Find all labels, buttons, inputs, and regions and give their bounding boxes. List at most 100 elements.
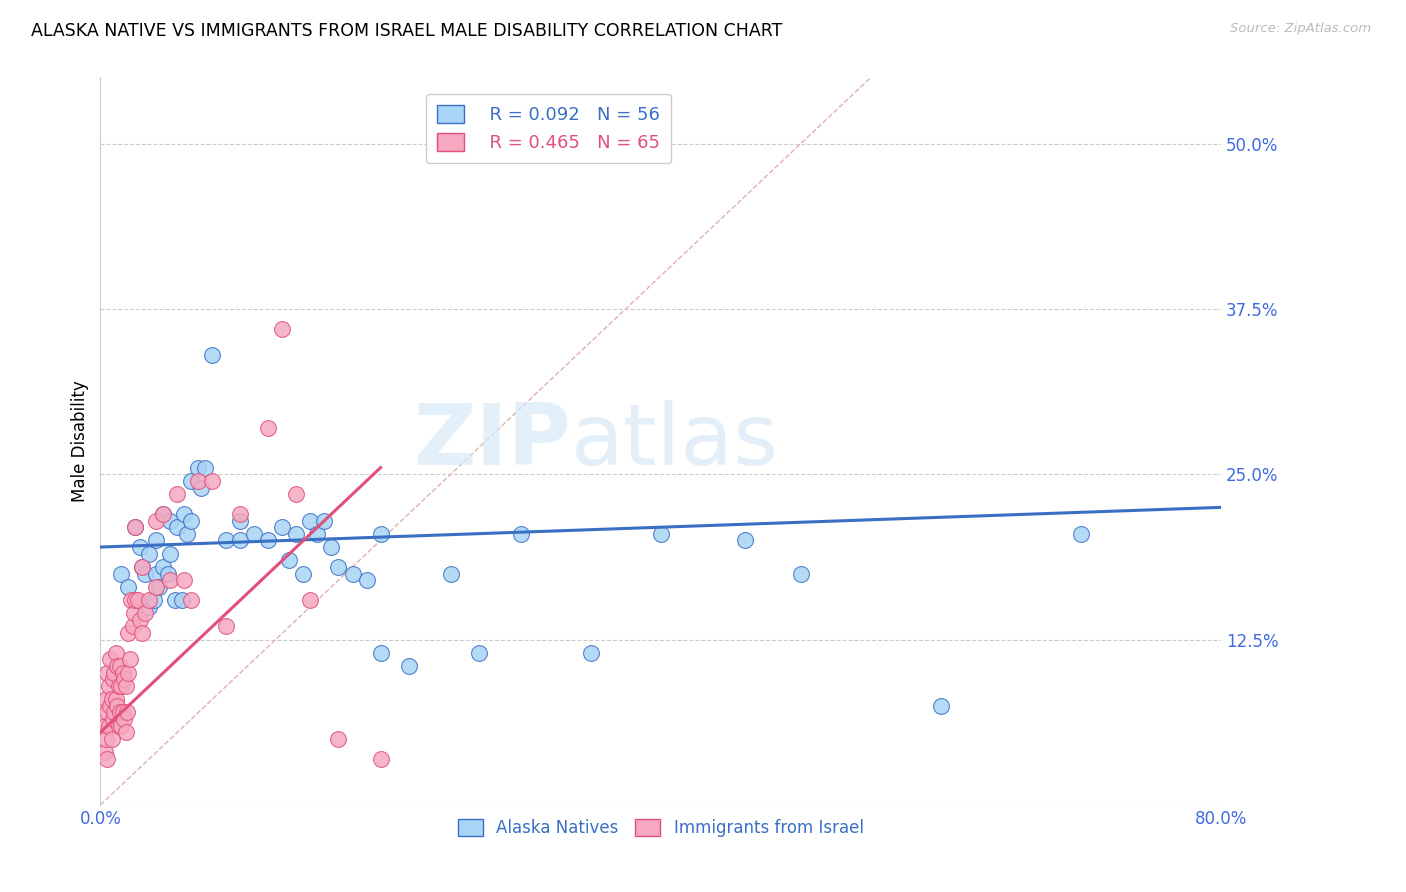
Point bbox=[173, 507, 195, 521]
Point bbox=[101, 712, 124, 726]
Point bbox=[114, 679, 136, 693]
Point bbox=[98, 698, 121, 713]
Point bbox=[579, 646, 602, 660]
Point bbox=[650, 526, 672, 541]
Point bbox=[117, 626, 139, 640]
Point bbox=[170, 593, 193, 607]
Point bbox=[271, 322, 294, 336]
Point bbox=[314, 514, 336, 528]
Point bbox=[257, 421, 280, 435]
Point bbox=[124, 593, 146, 607]
Point bbox=[100, 731, 122, 746]
Point bbox=[734, 533, 756, 548]
Point bbox=[243, 526, 266, 541]
Point bbox=[370, 646, 392, 660]
Point bbox=[128, 540, 150, 554]
Point bbox=[194, 460, 217, 475]
Point bbox=[398, 659, 420, 673]
Point bbox=[138, 599, 160, 614]
Text: Source: ZipAtlas.com: Source: ZipAtlas.com bbox=[1230, 22, 1371, 36]
Point bbox=[173, 573, 195, 587]
Point bbox=[1070, 526, 1092, 541]
Y-axis label: Male Disability: Male Disability bbox=[72, 380, 89, 502]
Point bbox=[257, 533, 280, 548]
Point bbox=[94, 692, 117, 706]
Point bbox=[103, 665, 125, 680]
Point bbox=[117, 665, 139, 680]
Point bbox=[156, 566, 179, 581]
Point bbox=[321, 540, 343, 554]
Point bbox=[356, 573, 378, 587]
Point bbox=[370, 752, 392, 766]
Point bbox=[131, 560, 153, 574]
Point bbox=[278, 553, 301, 567]
Point bbox=[299, 514, 322, 528]
Point bbox=[93, 745, 115, 759]
Point bbox=[121, 619, 143, 633]
Point bbox=[152, 560, 174, 574]
Point bbox=[271, 520, 294, 534]
Point bbox=[201, 348, 224, 362]
Point bbox=[176, 526, 198, 541]
Point bbox=[96, 706, 118, 720]
Point bbox=[215, 533, 238, 548]
Point bbox=[187, 474, 209, 488]
Point bbox=[138, 547, 160, 561]
Point bbox=[159, 514, 181, 528]
Point bbox=[111, 665, 134, 680]
Point bbox=[134, 606, 156, 620]
Point bbox=[138, 593, 160, 607]
Point bbox=[131, 560, 153, 574]
Point bbox=[159, 547, 181, 561]
Point bbox=[103, 706, 125, 720]
Point bbox=[145, 533, 167, 548]
Point bbox=[285, 526, 308, 541]
Point bbox=[292, 566, 315, 581]
Point bbox=[115, 706, 138, 720]
Text: atlas: atlas bbox=[571, 400, 779, 483]
Point bbox=[104, 692, 127, 706]
Point bbox=[285, 487, 308, 501]
Point bbox=[120, 593, 142, 607]
Point bbox=[112, 673, 135, 687]
Point bbox=[124, 520, 146, 534]
Point bbox=[110, 679, 132, 693]
Point bbox=[180, 474, 202, 488]
Point bbox=[128, 613, 150, 627]
Point bbox=[342, 566, 364, 581]
Point bbox=[97, 679, 120, 693]
Point bbox=[145, 514, 167, 528]
Point bbox=[111, 706, 134, 720]
Point bbox=[148, 580, 170, 594]
Point bbox=[105, 698, 128, 713]
Point bbox=[104, 646, 127, 660]
Point bbox=[131, 626, 153, 640]
Point bbox=[187, 460, 209, 475]
Point bbox=[117, 580, 139, 594]
Point bbox=[134, 566, 156, 581]
Point bbox=[152, 507, 174, 521]
Point bbox=[94, 731, 117, 746]
Point bbox=[229, 514, 252, 528]
Point bbox=[97, 718, 120, 732]
Point bbox=[201, 474, 224, 488]
Point bbox=[163, 593, 186, 607]
Point bbox=[108, 706, 131, 720]
Point bbox=[370, 526, 392, 541]
Point bbox=[180, 514, 202, 528]
Point bbox=[101, 673, 124, 687]
Point bbox=[108, 659, 131, 673]
Point bbox=[107, 718, 129, 732]
Point bbox=[122, 606, 145, 620]
Point bbox=[96, 752, 118, 766]
Point bbox=[328, 560, 350, 574]
Point bbox=[145, 566, 167, 581]
Point bbox=[105, 659, 128, 673]
Legend: Alaska Natives, Immigrants from Israel: Alaska Natives, Immigrants from Israel bbox=[451, 813, 870, 844]
Point bbox=[98, 652, 121, 666]
Point bbox=[166, 520, 188, 534]
Point bbox=[145, 580, 167, 594]
Point bbox=[124, 520, 146, 534]
Point bbox=[112, 712, 135, 726]
Text: ALASKA NATIVE VS IMMIGRANTS FROM ISRAEL MALE DISABILITY CORRELATION CHART: ALASKA NATIVE VS IMMIGRANTS FROM ISRAEL … bbox=[31, 22, 782, 40]
